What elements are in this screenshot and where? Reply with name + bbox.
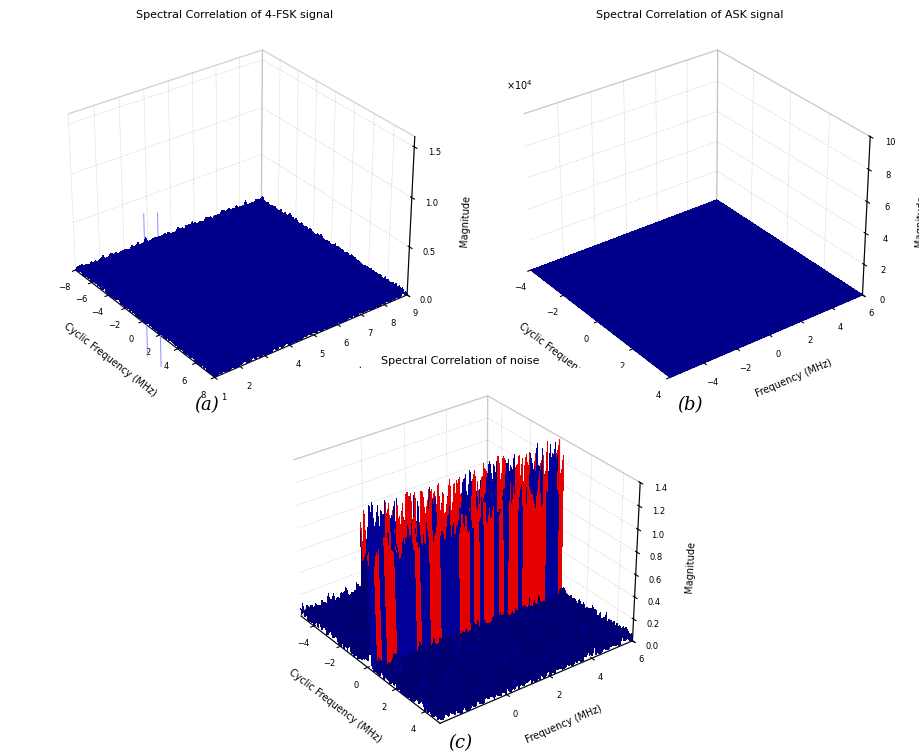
Text: (c): (c) xyxy=(448,734,471,752)
Title: Spectral Correlation of ASK signal: Spectral Correlation of ASK signal xyxy=(596,11,783,20)
Title: Spectral Correlation of 4-FSK signal: Spectral Correlation of 4-FSK signal xyxy=(136,11,333,20)
Y-axis label: Frequency: Frequency xyxy=(313,363,363,393)
Text: (a): (a) xyxy=(195,396,219,414)
Y-axis label: Frequency (MHz): Frequency (MHz) xyxy=(524,703,603,744)
Y-axis label: Frequency (MHz): Frequency (MHz) xyxy=(754,357,833,399)
Text: (b): (b) xyxy=(676,396,702,414)
X-axis label: Cyclic Frequency (MHz): Cyclic Frequency (MHz) xyxy=(516,321,613,399)
X-axis label: Cyclic Frequency (MHz): Cyclic Frequency (MHz) xyxy=(287,667,383,744)
Text: $\times 10^4$: $\times 10^4$ xyxy=(505,78,532,92)
X-axis label: Cyclic Frequency (MHz): Cyclic Frequency (MHz) xyxy=(62,321,158,399)
Title: Spectral Correlation of noise: Spectral Correlation of noise xyxy=(380,356,539,366)
